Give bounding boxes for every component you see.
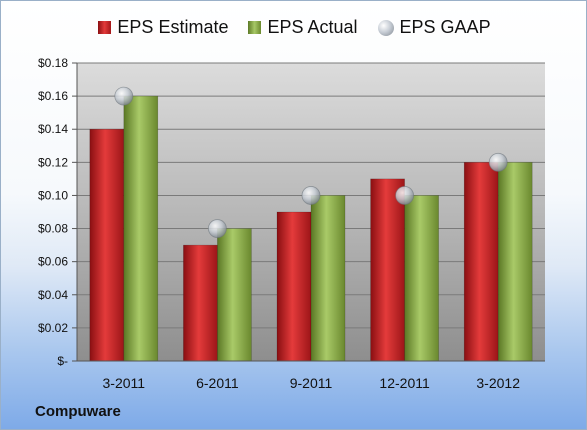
gaap-point xyxy=(488,152,508,172)
company-name: Compuware xyxy=(35,403,121,420)
gaap-markers xyxy=(114,86,508,238)
x-tick-label: 9-2011 xyxy=(290,375,333,391)
gaap-point xyxy=(207,219,227,238)
bar-eps-estimate xyxy=(276,211,312,362)
x-tick-label: 3-2012 xyxy=(476,375,520,391)
legend-item-gaap: EPS GAAP xyxy=(377,17,491,38)
bar-eps-actual xyxy=(497,162,533,362)
bar-eps-estimate xyxy=(370,178,405,362)
x-tick-label: 12-2011 xyxy=(379,375,430,391)
bar-eps-estimate xyxy=(89,128,125,362)
bar-eps-actual xyxy=(404,195,439,362)
x-tick-label: 6-2011 xyxy=(196,375,239,391)
gaap-point xyxy=(114,86,134,106)
bar-eps-actual xyxy=(310,195,346,362)
legend-label-estimate: EPS Estimate xyxy=(117,17,229,37)
bar-eps-estimate xyxy=(463,162,499,362)
y-tick-label: $0.12 xyxy=(38,155,68,169)
x-tick-label: 3-2011 xyxy=(103,375,146,391)
actual-swatch-icon xyxy=(248,21,262,34)
y-tick-label: $0.10 xyxy=(38,188,68,202)
bar-eps-actual xyxy=(123,95,159,362)
y-axis: $- $0.02 $0.04 $0.06 $0.08 $0.10 $0.12 $0.14 $0.… xyxy=(38,56,78,368)
gaap-swatch-icon xyxy=(377,19,394,36)
y-tick-label: $- xyxy=(57,354,68,368)
y-tick-label: $0.16 xyxy=(38,89,68,103)
y-tick-label: $0.02 xyxy=(38,321,68,335)
y-tick-label: $0.18 xyxy=(38,56,68,70)
legend-item-actual: EPS Actual xyxy=(248,17,358,38)
y-tick-label: $0.08 xyxy=(38,222,68,236)
legend-label-actual: EPS Actual xyxy=(267,17,358,37)
y-tick-label: $0.06 xyxy=(38,255,68,269)
bar-eps-estimate xyxy=(183,244,218,362)
legend: EPS Estimate EPS Actual EPS GAAP xyxy=(1,17,586,38)
legend-item-estimate: EPS Estimate xyxy=(98,17,228,38)
gaap-point xyxy=(301,186,321,205)
y-tick-label: $0.14 xyxy=(38,122,68,136)
y-tick-label: $0.04 xyxy=(38,288,68,302)
x-axis: 3-2011 6-2011 9-2011 12-2011 3-2012 xyxy=(77,360,545,391)
bar-eps-actual xyxy=(217,228,252,362)
bars xyxy=(89,95,533,362)
gaap-point xyxy=(395,186,415,205)
estimate-swatch-icon xyxy=(98,21,112,34)
legend-label-gaap: EPS GAAP xyxy=(399,17,491,37)
